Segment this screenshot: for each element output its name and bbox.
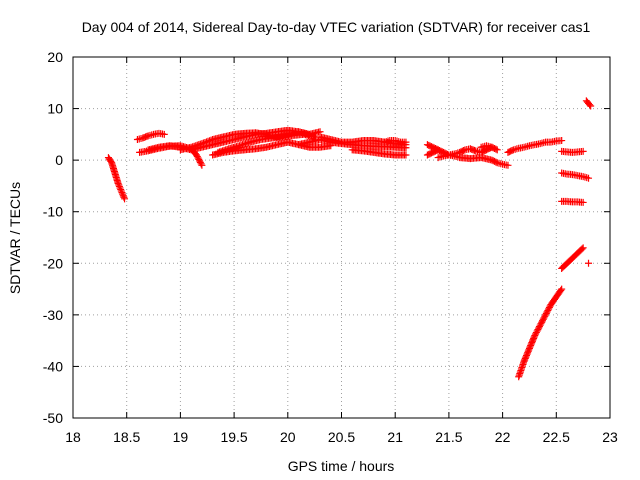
y-tick-label: 0 <box>55 152 63 168</box>
axis-ticks: 18 18.5 19 19.5 20 20.5 21 21.5 22 22.5 23 -50 -40 -3… <box>43 49 618 445</box>
data-segment <box>558 244 587 272</box>
data-point <box>508 146 516 154</box>
data-point <box>544 306 552 314</box>
data-point <box>558 285 566 293</box>
data-segment <box>104 154 129 203</box>
data-point <box>532 329 540 337</box>
data-point <box>535 324 543 332</box>
data-point <box>542 311 550 319</box>
data-point <box>578 245 586 253</box>
x-tick-label: 23 <box>602 429 618 445</box>
data-point <box>115 182 123 190</box>
data-point <box>534 326 542 334</box>
data-point <box>196 158 204 166</box>
x-tick-label: 19 <box>173 429 189 445</box>
data-segment <box>380 137 410 146</box>
data-point <box>538 318 546 326</box>
data-point <box>119 190 127 198</box>
data-point <box>196 157 204 165</box>
data-point <box>115 181 123 189</box>
data-point <box>193 152 201 160</box>
x-tick-label: 21 <box>387 429 403 445</box>
data-point <box>543 308 551 316</box>
data-point <box>195 155 203 163</box>
x-tick-label: 21.5 <box>435 429 462 445</box>
data-segment <box>515 285 566 381</box>
chart-title: Day 004 of 2014, Sidereal Day-to-day VTE… <box>82 19 591 35</box>
data-segment <box>558 169 593 182</box>
data-point <box>116 184 124 192</box>
data-points <box>104 97 595 381</box>
x-tick-label: 18 <box>65 429 81 445</box>
data-point <box>492 145 500 153</box>
data-point <box>121 195 129 203</box>
x-tick-label: 20 <box>280 429 296 445</box>
data-point <box>198 161 206 169</box>
data-segment <box>477 142 501 154</box>
y-tick-label: -40 <box>43 358 63 374</box>
data-segment <box>434 151 512 169</box>
data-point <box>542 309 550 317</box>
data-point <box>402 151 410 159</box>
data-point <box>119 192 127 200</box>
data-point <box>579 147 587 155</box>
data-point <box>545 303 553 311</box>
y-tick-label: 20 <box>47 49 63 65</box>
x-tick-label: 19.5 <box>220 429 247 445</box>
x-tick-label: 22.5 <box>543 429 570 445</box>
data-point <box>533 327 541 335</box>
y-tick-label: -50 <box>43 410 63 426</box>
data-point <box>532 330 540 338</box>
y-tick-label: 10 <box>47 101 63 117</box>
data-point <box>585 259 593 267</box>
x-axis-label: GPS time / hours <box>288 458 395 474</box>
data-point <box>460 146 468 154</box>
data-point <box>118 189 126 197</box>
data-point <box>531 331 539 339</box>
data-point <box>120 193 128 201</box>
data-point <box>540 314 548 322</box>
data-point <box>538 317 546 325</box>
data-segment <box>133 129 168 144</box>
data-segment <box>504 137 566 156</box>
data-point <box>160 130 168 138</box>
data-segment <box>585 259 593 267</box>
data-point <box>539 315 547 323</box>
data-segment <box>348 146 410 159</box>
data-segment <box>582 97 595 110</box>
data-segment <box>558 147 587 156</box>
data-point <box>117 186 125 194</box>
data-point <box>504 161 512 169</box>
data-point <box>493 146 501 154</box>
data-point <box>114 179 122 187</box>
data-point <box>194 154 202 162</box>
y-axis-label: SDTVAR / TECUs <box>7 182 23 294</box>
data-point <box>557 286 565 294</box>
data-point <box>558 137 566 145</box>
y-tick-label: -30 <box>43 307 63 323</box>
y-tick-label: -10 <box>43 204 63 220</box>
data-point <box>545 305 553 313</box>
data-point <box>579 244 587 252</box>
x-tick-label: 20.5 <box>328 429 355 445</box>
data-point <box>402 138 410 146</box>
data-point <box>537 320 545 328</box>
grid <box>73 57 610 418</box>
data-point <box>535 323 543 331</box>
data-point <box>585 174 593 182</box>
data-point <box>492 158 500 166</box>
x-tick-label: 18.5 <box>113 429 140 445</box>
data-point <box>587 102 595 110</box>
data-point <box>586 101 594 109</box>
data-point <box>541 312 549 320</box>
y-tick-label: -20 <box>43 255 63 271</box>
data-point <box>117 187 125 195</box>
data-point <box>579 198 587 206</box>
data-point <box>197 160 205 168</box>
data-point <box>193 151 201 159</box>
data-segment <box>558 197 587 206</box>
x-tick-label: 22 <box>495 429 511 445</box>
data-point <box>536 321 544 329</box>
